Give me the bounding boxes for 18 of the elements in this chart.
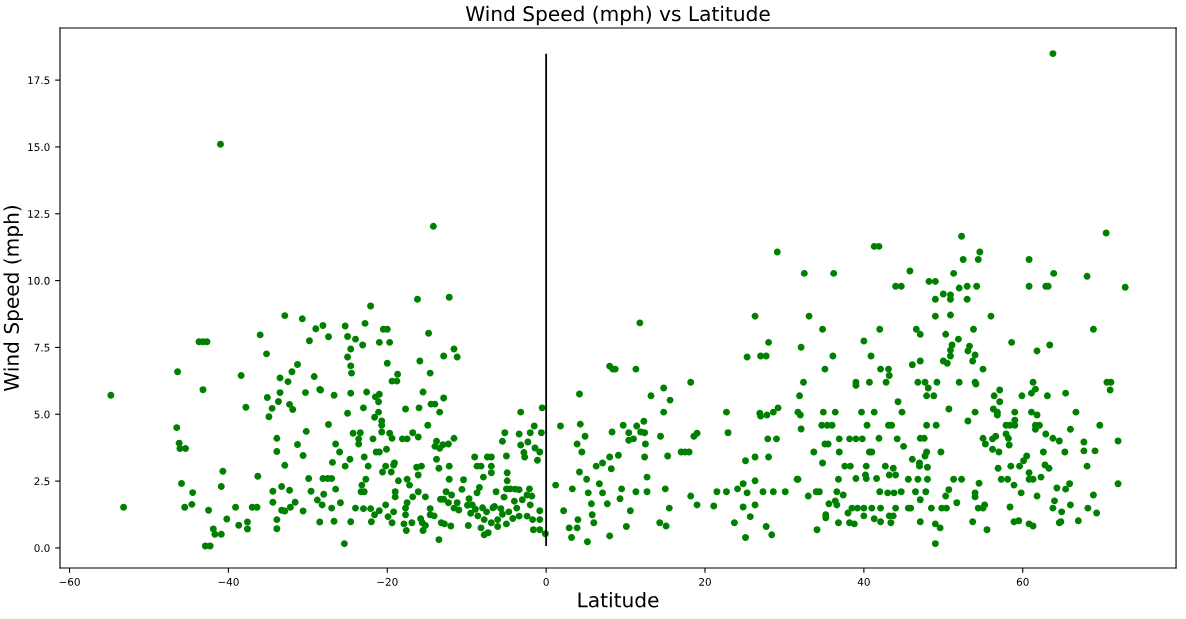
y-tick-label: 0.0 [34, 544, 50, 553]
y-tick-label: 2.5 [34, 477, 50, 486]
y-tick-label: 10.0 [28, 276, 50, 285]
y-tick-label: 5.0 [34, 410, 50, 419]
x-tick-label: −40 [218, 577, 239, 586]
x-tick-label: 60 [1016, 577, 1029, 586]
y-axis-title: Wind Speed (mph) [3, 206, 23, 392]
x-tick-label: 20 [699, 577, 711, 586]
x-tick-label: 40 [857, 577, 870, 586]
x-tick-label: −20 [377, 577, 398, 586]
x-tick-label: 0 [543, 577, 549, 586]
chart-title: Wind Speed (mph) vs Latitude [465, 5, 770, 26]
y-tick-label: 7.5 [34, 343, 50, 352]
y-tick-label: 17.5 [28, 76, 50, 85]
y-tick-label: 12.5 [28, 210, 50, 218]
x-axis-title: Latitude [578, 591, 659, 608]
y-tick-label: 15.0 [28, 143, 50, 152]
x-tick-label: −60 [59, 577, 80, 586]
